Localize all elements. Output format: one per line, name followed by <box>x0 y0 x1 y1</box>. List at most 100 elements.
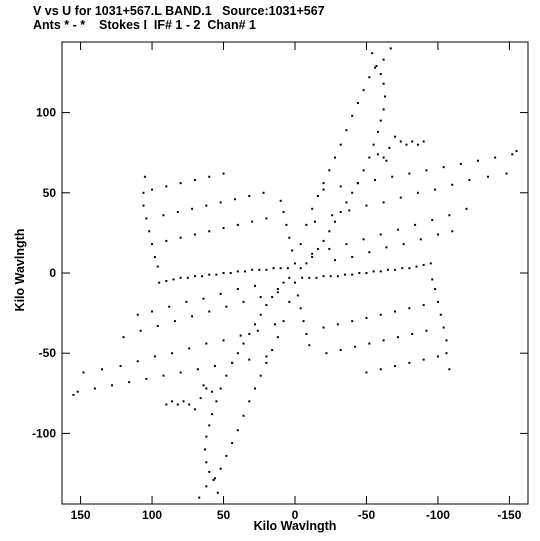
data-point <box>299 243 302 246</box>
data-point <box>379 119 382 122</box>
data-point <box>308 344 311 347</box>
x-tick-label: 0 <box>292 508 299 522</box>
data-point <box>253 323 256 326</box>
data-point <box>305 223 308 226</box>
data-point <box>325 352 328 355</box>
data-point <box>193 408 196 411</box>
data-point <box>219 467 222 470</box>
data-point <box>156 265 159 268</box>
data-point <box>219 201 222 204</box>
data-point <box>356 182 359 185</box>
data-point <box>419 238 422 241</box>
x-tick-label: -50 <box>358 508 376 522</box>
data-point <box>396 228 399 231</box>
data-point <box>442 166 445 169</box>
data-point <box>265 304 268 307</box>
data-point <box>196 368 199 371</box>
data-point <box>408 361 411 364</box>
data-point <box>225 454 228 457</box>
data-point <box>82 371 85 374</box>
data-point <box>368 342 371 345</box>
data-point <box>193 178 196 181</box>
data-point <box>205 485 208 488</box>
data-point <box>286 267 289 270</box>
data-point <box>153 255 156 258</box>
data-point <box>299 307 302 310</box>
data-point <box>396 336 399 339</box>
data-point <box>439 313 442 316</box>
data-point <box>442 326 445 329</box>
data-point <box>402 243 405 246</box>
data-point <box>219 387 222 390</box>
data-point <box>401 267 404 270</box>
data-point <box>271 349 274 351</box>
data-point <box>362 238 365 241</box>
data-point <box>236 288 239 291</box>
data-point <box>322 239 325 242</box>
data-point <box>193 233 196 236</box>
data-point <box>422 358 425 361</box>
data-point <box>476 159 479 162</box>
data-point <box>216 491 219 494</box>
data-point <box>199 397 202 400</box>
data-point <box>339 349 342 351</box>
x-tick-label: -150 <box>497 508 521 522</box>
data-point <box>375 65 378 68</box>
data-point <box>308 276 311 279</box>
data-point <box>322 275 325 278</box>
x-tick-label: -100 <box>426 508 450 522</box>
data-point <box>213 365 216 368</box>
data-point <box>379 73 382 76</box>
data-point <box>136 313 139 316</box>
data-point <box>351 273 354 276</box>
data-point <box>128 381 131 384</box>
data-point <box>208 273 211 276</box>
data-point <box>201 275 204 278</box>
data-point <box>329 275 332 278</box>
data-point <box>385 246 388 249</box>
data-point <box>334 156 337 159</box>
data-point <box>362 169 365 172</box>
data-point <box>391 175 394 178</box>
data-point <box>148 230 151 233</box>
data-point <box>425 329 428 332</box>
data-point <box>301 276 304 279</box>
data-point <box>259 296 262 299</box>
data-point <box>119 365 122 368</box>
data-point <box>205 461 208 464</box>
data-point <box>211 413 214 416</box>
data-point <box>176 211 179 214</box>
data-point <box>191 207 194 210</box>
data-point <box>374 66 377 69</box>
plot-subtitle: Ants * - * Stokes I IF# 1 - 2 Chan# 1 <box>33 18 256 32</box>
y-tick-label: -100 <box>32 426 56 440</box>
data-point <box>208 470 211 473</box>
axis-ticks: 150 100 50 0 -50 -100 -150 100 50 0 -50 -100 <box>32 42 528 522</box>
data-point <box>171 352 174 355</box>
data-point <box>122 336 125 339</box>
data-point <box>394 135 397 138</box>
data-point <box>434 188 437 191</box>
data-point <box>365 204 368 207</box>
data-point <box>101 368 104 371</box>
data-point <box>386 268 389 271</box>
data-point <box>411 332 414 335</box>
data-point <box>272 267 275 270</box>
data-point <box>265 355 268 358</box>
data-point <box>371 52 374 55</box>
data-point <box>294 281 296 284</box>
data-point <box>322 188 325 191</box>
data-point <box>288 236 291 239</box>
data-point <box>431 219 434 222</box>
data-point <box>273 323 276 326</box>
data-point <box>486 175 489 178</box>
data-point <box>451 183 454 186</box>
data-point <box>211 390 214 393</box>
data-point <box>259 374 262 377</box>
data-point <box>279 199 282 202</box>
data-point <box>356 101 359 104</box>
data-point <box>222 272 225 274</box>
data-point <box>282 281 285 284</box>
data-point <box>334 259 337 262</box>
data-point <box>468 178 471 181</box>
